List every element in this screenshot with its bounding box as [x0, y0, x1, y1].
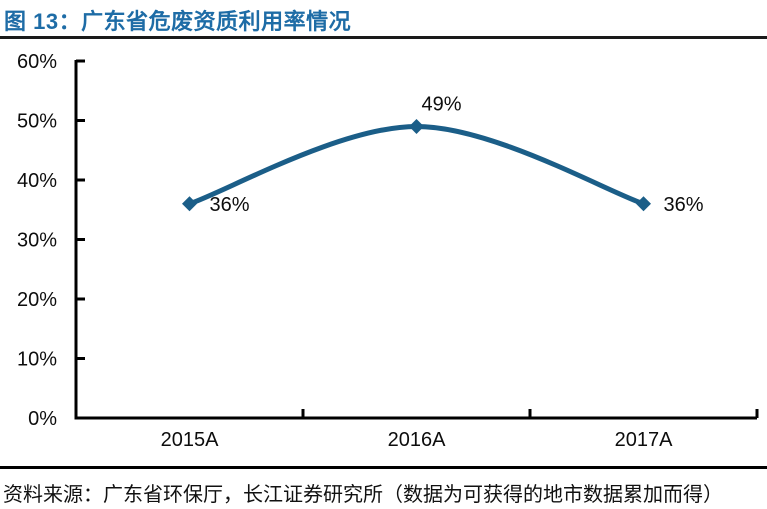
source-note: 资料来源：广东省环保厅，长江证券研究所（数据为可获得的地市数据累加而得） — [3, 484, 723, 506]
series-line-path — [187, 123, 646, 207]
title-underline-rule — [0, 36, 767, 39]
y-axis-tick-label: 20% — [17, 289, 57, 311]
y-axis-tick-label: 60% — [17, 51, 57, 73]
data-point-label: 49% — [421, 93, 461, 115]
y-axis-tick-label: 10% — [17, 349, 57, 371]
y-axis-tick-label: 0% — [28, 408, 57, 430]
y-axis-tick-label: 50% — [17, 111, 57, 133]
data-point-marker — [636, 196, 651, 212]
data-point-label: 36% — [664, 194, 704, 216]
data-point-marker — [409, 118, 424, 134]
x-axis-category-label: 2016A — [388, 429, 446, 451]
x-axis-category-label: 2015A — [161, 429, 219, 451]
figure-title: 图 13：广东省危废资质利用率情况 — [4, 9, 352, 34]
footer-separator-rule — [0, 466, 767, 469]
x-axis-category-label: 2017A — [615, 429, 673, 451]
data-point-marker — [182, 196, 197, 212]
y-axis-tick-label: 40% — [17, 170, 57, 192]
data-point-label: 36% — [210, 194, 250, 216]
y-axis-tick-label: 30% — [17, 230, 57, 252]
